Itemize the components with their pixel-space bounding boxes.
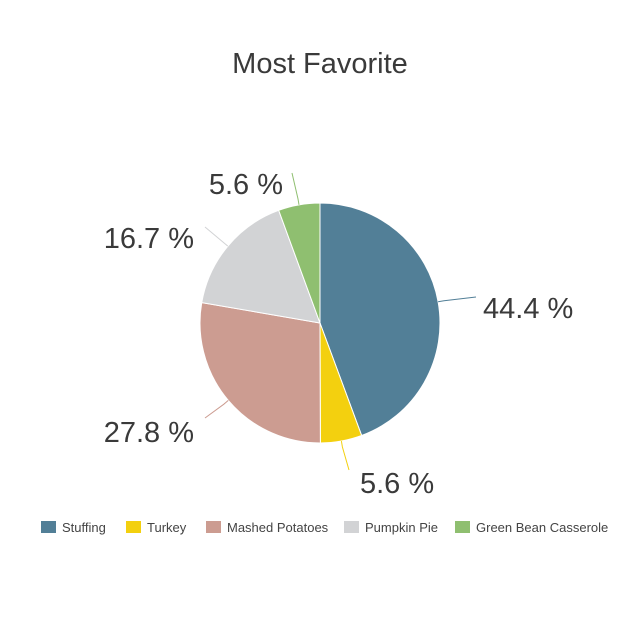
- slice-pumpkin-pie[interactable]: [201, 209, 321, 324]
- legend-swatch-green-bean-casserole: [455, 521, 470, 533]
- slice-labels: 44.4 % 5.6 % 27.8 % 16.7 % 5.6 %: [104, 169, 574, 500]
- slice-label-pumpkin-pie: 16.7 %: [104, 223, 194, 255]
- legend-swatch-turkey: [126, 521, 141, 533]
- legend-label-stuffing: Stuffing: [62, 520, 106, 535]
- legend-label-mashed-potatoes: Mashed Potatoes: [227, 520, 329, 535]
- slice-label-stuffing: 44.4 %: [483, 293, 573, 325]
- leader-lines: [204, 172, 477, 471]
- legend-swatch-pumpkin-pie: [344, 521, 359, 533]
- slice-label-mashed-potatoes: 27.8 %: [104, 417, 194, 449]
- leader-line-turkey: [340, 441, 350, 471]
- legend-label-turkey: Turkey: [147, 520, 187, 535]
- legend-item-stuffing[interactable]: Stuffing: [41, 520, 106, 535]
- legend-swatch-stuffing: [41, 521, 56, 533]
- slice-label-turkey: 5.6 %: [360, 468, 434, 500]
- slice-stuffing[interactable]: [319, 202, 441, 437]
- slice-green-bean-casserole[interactable]: [278, 202, 321, 324]
- slice-label-green-bean-casserole: 5.6 %: [209, 169, 283, 201]
- legend-item-mashed-potatoes[interactable]: Mashed Potatoes: [206, 520, 329, 535]
- legend-label-pumpkin-pie: Pumpkin Pie: [365, 520, 438, 535]
- leader-line-mashed-potatoes: [204, 400, 229, 419]
- chart-title: Most Favorite: [232, 48, 408, 80]
- leader-line-stuffing: [438, 296, 477, 303]
- legend: Stuffing Turkey Mashed Potatoes Pumpkin Pie…: [41, 520, 608, 535]
- legend-item-green-bean-casserole[interactable]: Green Bean Casserole: [455, 520, 608, 535]
- legend-item-pumpkin-pie[interactable]: Pumpkin Pie: [344, 520, 438, 535]
- leader-line-green-bean-casserole: [291, 172, 300, 205]
- legend-label-green-bean-casserole: Green Bean Casserole: [476, 520, 608, 535]
- legend-swatch-mashed-potatoes: [206, 521, 221, 533]
- leader-line-pumpkin-pie: [204, 226, 229, 247]
- pie-slices: [199, 202, 441, 444]
- slice-mashed-potatoes[interactable]: [199, 301, 321, 444]
- legend-item-turkey[interactable]: Turkey: [126, 520, 187, 535]
